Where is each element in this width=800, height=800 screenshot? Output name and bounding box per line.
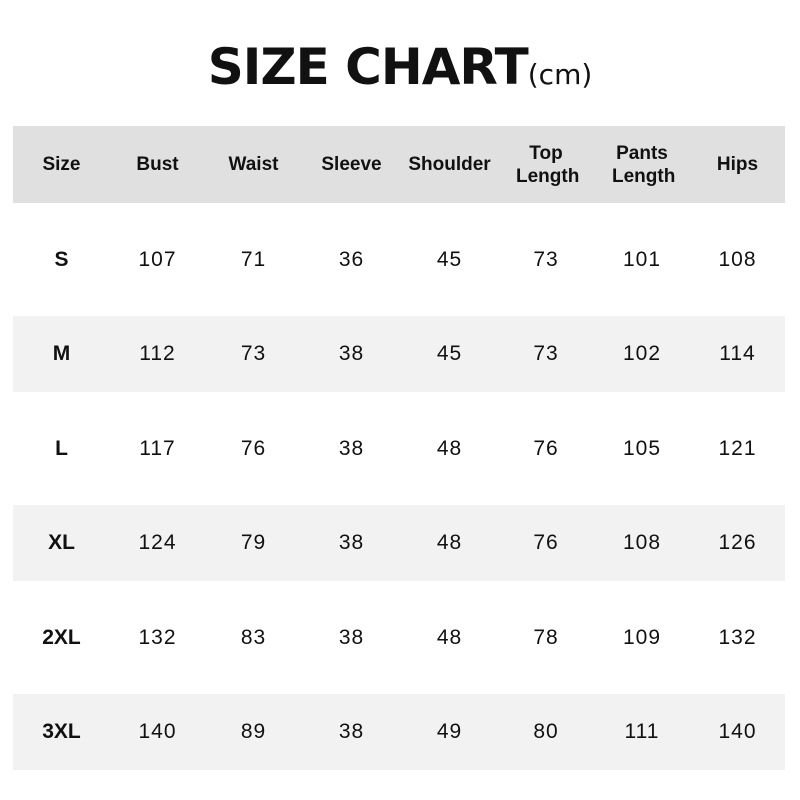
table-cell: 112	[139, 342, 176, 365]
table-row: L 117 76 38 48 76 105 121	[13, 392, 785, 505]
page-title: SIZE CHART(cm)	[0, 38, 800, 96]
table-row: S 107 71 36 45 73 101 108	[13, 203, 785, 316]
size-label: 2XL	[42, 625, 81, 649]
column-header-sleeve: Sleeve	[321, 154, 382, 175]
column-header-hips: Hips	[716, 154, 759, 175]
table-cell: 107	[138, 247, 177, 271]
table-cell: 83	[240, 625, 267, 649]
table-cell: 76	[240, 436, 267, 460]
table-row: XL 124 79 38 48 76 108 126	[13, 505, 785, 581]
size-label: M	[52, 342, 71, 365]
column-header-bust: Bust	[136, 154, 179, 175]
table-cell: 124	[138, 531, 177, 554]
table-cell: 132	[138, 625, 177, 649]
table-cell: 71	[240, 247, 267, 271]
table-cell: 49	[436, 720, 463, 743]
table-cell: 73	[533, 247, 559, 271]
table-cell: 48	[436, 625, 463, 649]
size-label: S	[54, 247, 69, 271]
column-header-waist: Waist	[228, 154, 279, 175]
table-cell: 132	[718, 625, 757, 649]
table-header-row: Size Bust Waist Sleeve Shoulder Top Length Pan…	[13, 126, 785, 203]
table-cell: 114	[719, 342, 756, 365]
table-cell: 101	[622, 247, 662, 271]
table-cell: 38	[338, 625, 365, 649]
table-cell: 109	[622, 625, 662, 649]
table-cell: 76	[533, 436, 559, 460]
table-cell: 126	[718, 531, 757, 554]
table-cell: 89	[240, 720, 267, 743]
table-cell: 38	[338, 531, 365, 554]
column-header-size: Size	[42, 154, 81, 175]
column-header-pants-length: Pants Length	[612, 142, 676, 187]
table-cell: 102	[622, 342, 662, 365]
table-cell: 45	[436, 342, 463, 365]
table-cell: 140	[138, 720, 177, 743]
size-label: XL	[48, 531, 75, 554]
size-label: L	[55, 436, 68, 460]
table-cell: 111	[624, 720, 660, 743]
table-cell: 121	[718, 436, 757, 460]
table-cell: 45	[436, 247, 463, 271]
table-cell: 117	[139, 436, 176, 460]
size-label: 3XL	[42, 720, 81, 743]
table-cell: 76	[533, 531, 559, 554]
title-main: SIZE CHART	[207, 38, 529, 96]
table-cell: 38	[338, 342, 365, 365]
table-row: M 112 73 38 45 73 102 114	[13, 316, 785, 392]
table-cell: 79	[240, 531, 267, 554]
table-cell: 108	[718, 247, 757, 271]
column-header-shoulder: Shoulder	[408, 154, 491, 175]
table-cell: 108	[622, 531, 662, 554]
table-cell: 48	[436, 531, 463, 554]
table-cell: 48	[436, 436, 463, 460]
table-cell: 140	[718, 720, 757, 743]
title-unit: (cm)	[527, 58, 593, 91]
table-row: 3XL 140 89 38 49 80 111 140	[13, 694, 785, 770]
table-cell: 73	[533, 342, 559, 365]
table-row: 2XL 132 83 38 48 78 109 132	[13, 581, 785, 694]
table-cell: 105	[622, 436, 662, 460]
table-cell: 73	[240, 342, 267, 365]
table-cell: 38	[338, 436, 365, 460]
table-cell: 78	[533, 625, 559, 649]
table-cell: 80	[533, 720, 559, 743]
column-header-top-length: Top Length	[516, 142, 580, 187]
size-table: Size Bust Waist Sleeve Shoulder Top Length Pan…	[13, 126, 785, 770]
table-cell: 38	[338, 720, 365, 743]
table-cell: 36	[338, 247, 365, 271]
